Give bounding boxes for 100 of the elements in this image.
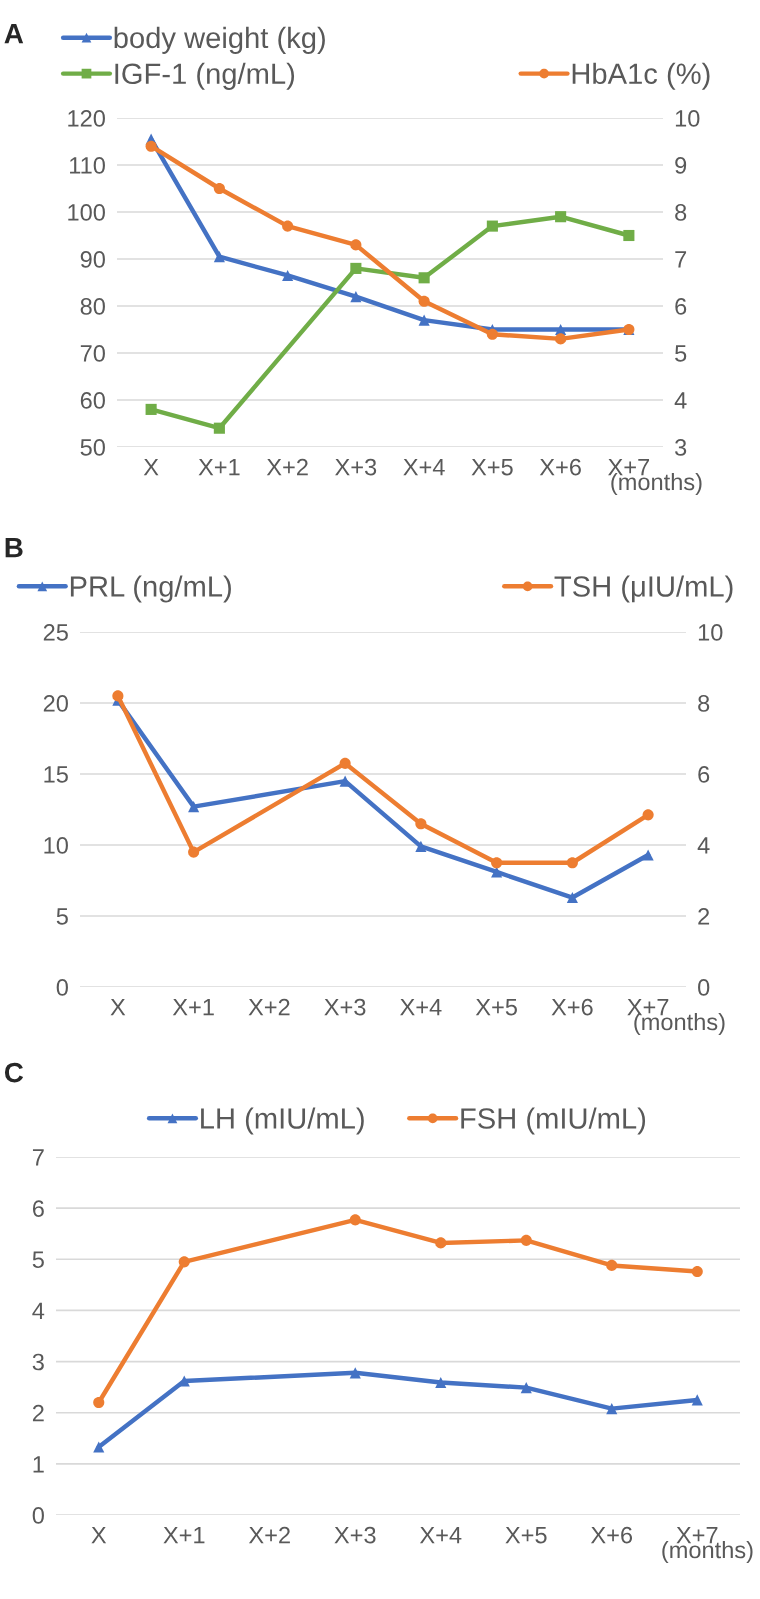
point xyxy=(623,229,635,242)
y-tick-label: 100 xyxy=(68,204,105,221)
x-tick-label: X xyxy=(91,1526,107,1544)
x-tick-label: X+4 xyxy=(419,1526,462,1544)
y-tick-label: 7 xyxy=(32,1149,44,1166)
point xyxy=(555,211,567,223)
x-tick-label: X+1 xyxy=(163,1526,205,1544)
point xyxy=(642,809,654,821)
y2-tick-label: 8 xyxy=(675,204,687,221)
y-tick-label: 0 xyxy=(32,1507,44,1524)
x-tick-label: X xyxy=(143,458,159,476)
point xyxy=(282,220,294,232)
x-tick-label: X+2 xyxy=(266,458,308,476)
legend-label: HbA1c (%) xyxy=(572,62,710,90)
chart-title: A xyxy=(4,24,24,44)
x-tick-label: X+2 xyxy=(248,1526,290,1544)
x-tick-label: X+3 xyxy=(324,998,366,1016)
point xyxy=(606,1259,618,1271)
point xyxy=(112,690,124,702)
point xyxy=(486,328,498,340)
y-tick-label: 90 xyxy=(80,251,105,268)
point xyxy=(213,422,225,434)
legend-label: FSH (mIU/mL) xyxy=(461,1107,646,1135)
point xyxy=(145,403,157,415)
point xyxy=(339,757,351,769)
point xyxy=(349,1214,361,1226)
point xyxy=(178,1256,190,1268)
point xyxy=(213,182,225,195)
point xyxy=(415,818,427,830)
point xyxy=(691,1266,703,1278)
y-tick-label: 60 xyxy=(80,392,105,409)
y2-tick-label: 0 xyxy=(698,979,710,996)
point xyxy=(418,314,430,326)
y-tick-label: 70 xyxy=(80,345,105,362)
x-tick-label: X+4 xyxy=(400,998,442,1016)
y2-tick-label: 10 xyxy=(698,624,723,641)
x-tick-label: X xyxy=(110,998,126,1016)
y-tick-label: 1 xyxy=(33,1456,44,1473)
point xyxy=(435,1237,447,1249)
x-tick-label: X+3 xyxy=(334,1526,376,1544)
point xyxy=(520,1234,532,1246)
legend-label: body weight (kg) xyxy=(114,26,325,54)
chart-title: C xyxy=(4,1062,24,1083)
point xyxy=(418,272,430,284)
y-tick-label: 120 xyxy=(68,110,105,127)
point xyxy=(555,333,567,345)
y2-tick-label: 3 xyxy=(675,439,687,456)
y-tick-label: 80 xyxy=(80,298,105,315)
point xyxy=(188,846,200,858)
y2-tick-label: 8 xyxy=(698,695,710,712)
y2-tick-label: 4 xyxy=(697,837,710,854)
y2-tick-label: 5 xyxy=(675,345,687,362)
point xyxy=(566,891,578,904)
point xyxy=(145,140,157,152)
y-tick-label: 110 xyxy=(70,157,105,174)
legend-label: TSH (μIU/mL) xyxy=(554,575,733,603)
x-tick-label: X+3 xyxy=(335,458,377,476)
y-tick-label: 4 xyxy=(32,1302,45,1319)
x-tick-label: X+6 xyxy=(551,998,593,1016)
x-tick-label: X+1 xyxy=(172,998,214,1016)
point xyxy=(93,1441,105,1453)
point xyxy=(418,295,430,307)
point xyxy=(93,1396,105,1409)
point xyxy=(486,220,498,232)
point xyxy=(435,1376,447,1389)
y-tick-label: 15 xyxy=(44,766,68,783)
legend-label: PRL (ng/mL) xyxy=(70,575,231,603)
y-tick-label: 5 xyxy=(56,908,68,925)
y-tick-label: 2 xyxy=(32,1404,44,1422)
y2-tick-label: 7 xyxy=(675,251,687,268)
x-tick-label: X+6 xyxy=(590,1526,633,1544)
legend-label: IGF-1 (ng/mL) xyxy=(115,62,295,90)
point xyxy=(566,857,578,869)
point xyxy=(350,262,362,274)
y2-tick-label: 10 xyxy=(675,110,700,127)
y-tick-label: 3 xyxy=(32,1353,44,1371)
x-tick-label: X+2 xyxy=(248,998,290,1016)
y-tick-label: 6 xyxy=(32,1200,44,1217)
legend-label: LH (mIU/mL) xyxy=(201,1107,364,1135)
point xyxy=(213,251,225,263)
point xyxy=(282,269,294,282)
y-tick-label: 0 xyxy=(56,979,68,996)
x-tick-label: X+6 xyxy=(539,458,581,476)
y-tick-label: 10 xyxy=(44,837,68,854)
point xyxy=(188,801,200,813)
y2-tick-label: 4 xyxy=(674,392,687,409)
y2-tick-label: 6 xyxy=(675,298,687,315)
chart-title: B xyxy=(5,538,23,558)
point xyxy=(491,857,503,869)
x-tick-label: X+5 xyxy=(505,1526,547,1544)
x-tick-label: X+5 xyxy=(475,998,517,1016)
x-tick-label: X+1 xyxy=(198,458,240,476)
y2-tick-label: 2 xyxy=(698,908,710,925)
point xyxy=(350,239,362,251)
y2-tick-label: 6 xyxy=(698,766,710,783)
y-tick-label: 25 xyxy=(43,624,68,641)
x-tick-label: X+5 xyxy=(471,458,513,476)
y2-tick-label: 9 xyxy=(675,157,687,174)
point xyxy=(415,840,427,852)
y-tick-label: 5 xyxy=(32,1251,44,1269)
